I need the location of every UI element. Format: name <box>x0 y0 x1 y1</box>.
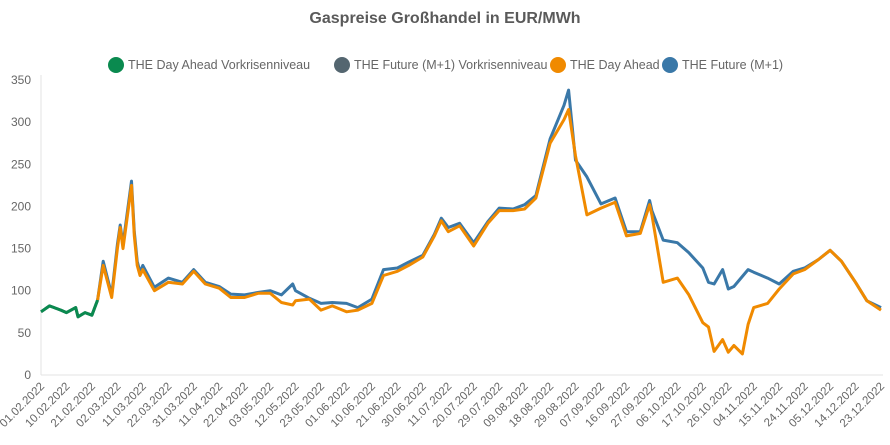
legend-label: THE Day Ahead <box>570 58 660 72</box>
legend-marker-icon <box>550 57 566 73</box>
legend-marker-icon <box>662 57 678 73</box>
y-tick-label: 300 <box>11 115 31 129</box>
legend-label: THE Future (M+1) Vorkrisenniveau <box>354 58 548 72</box>
y-tick-label: 250 <box>11 157 31 171</box>
series-line-the-day-ahead-vorkrisenniveau <box>40 299 100 319</box>
legend: THE Day Ahead Vorkrisenniveau THE Future … <box>108 57 783 73</box>
series-line-the-future-m-1- <box>96 88 882 310</box>
legend-item[interactable]: THE Day Ahead <box>550 57 660 73</box>
y-tick-label: 100 <box>11 284 31 298</box>
series-lines <box>40 88 882 356</box>
y-tick-label: 150 <box>11 242 31 256</box>
axes: 05010015020025030035001.02.202210.02.202… <box>0 73 887 430</box>
legend-marker-icon <box>108 57 124 73</box>
legend-label: THE Day Ahead Vorkrisenniveau <box>128 58 310 72</box>
y-tick-label: 50 <box>18 326 32 340</box>
y-tick-label: 350 <box>11 73 31 87</box>
legend-item[interactable]: THE Day Ahead Vorkrisenniveau <box>108 57 310 73</box>
y-tick-label: 200 <box>11 199 31 213</box>
chart-title: Gaspreise Großhandel in EUR/MWh <box>309 10 580 27</box>
y-tick-label: 0 <box>24 368 31 382</box>
legend-label: THE Future (M+1) <box>682 58 783 72</box>
legend-item[interactable]: THE Future (M+1) Vorkrisenniveau <box>334 57 548 73</box>
legend-marker-icon <box>334 57 350 73</box>
series-line-the-day-ahead <box>96 108 882 356</box>
legend-item[interactable]: THE Future (M+1) <box>662 57 783 73</box>
